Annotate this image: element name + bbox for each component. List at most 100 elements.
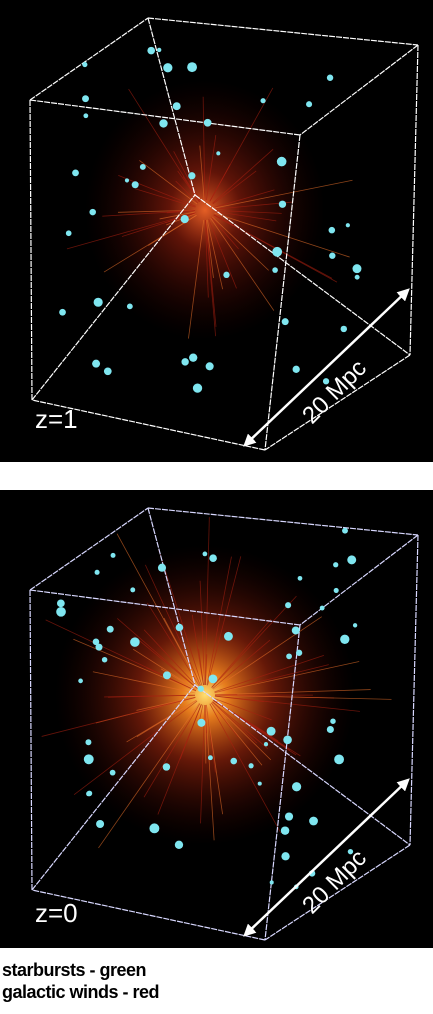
starburst: [330, 719, 335, 724]
starburst: [353, 623, 357, 627]
starburst: [272, 247, 282, 257]
starburst: [197, 719, 205, 727]
starburst: [320, 606, 325, 611]
starburst: [264, 742, 268, 746]
starburst: [87, 791, 93, 797]
starburst: [329, 227, 336, 234]
starburst: [293, 366, 300, 373]
panel-label: z=1: [35, 404, 78, 434]
starburst: [298, 576, 303, 581]
starburst: [281, 852, 289, 860]
starburst: [127, 303, 133, 309]
starburst: [176, 624, 184, 632]
starburst: [95, 570, 100, 575]
starburst: [72, 169, 79, 176]
wind-glow: [85, 80, 325, 340]
starburst: [66, 230, 72, 236]
figure: starbursts - green galactic winds - red …: [0, 0, 433, 1014]
starburst: [296, 650, 302, 656]
starburst: [157, 48, 161, 52]
starburst: [334, 588, 339, 593]
starburst: [334, 754, 344, 764]
starburst: [104, 367, 112, 375]
starburst: [203, 552, 208, 557]
starburst: [110, 770, 116, 776]
starburst: [286, 653, 292, 659]
starburst: [285, 602, 291, 608]
starburst: [209, 554, 217, 562]
starburst: [292, 782, 301, 791]
starburst: [78, 679, 83, 684]
starburst: [230, 758, 237, 765]
starburst: [277, 157, 287, 167]
starburst: [329, 253, 335, 259]
starburst: [267, 727, 276, 736]
starburst: [130, 587, 135, 592]
starburst: [111, 553, 116, 558]
starburst: [327, 75, 333, 81]
starburst: [181, 215, 189, 223]
starburst: [355, 275, 360, 280]
starburst: [130, 637, 140, 647]
starburst: [341, 326, 347, 332]
panel-label: z=0: [35, 898, 78, 928]
starburst: [84, 754, 94, 764]
starburst: [292, 626, 300, 634]
starburst: [282, 318, 289, 325]
starburst: [352, 264, 361, 273]
starburst: [163, 63, 172, 72]
starburst: [209, 674, 218, 683]
starburst: [206, 362, 214, 370]
starburst: [188, 172, 195, 179]
starburst: [93, 639, 100, 646]
starburst: [175, 841, 183, 849]
starburst: [204, 119, 212, 127]
starburst: [340, 635, 349, 644]
starburst: [342, 528, 348, 534]
starburst: [94, 298, 103, 307]
page: starbursts - green galactic winds - red …: [0, 0, 433, 1014]
starburst: [96, 820, 104, 828]
starburst: [285, 812, 293, 820]
starburst: [82, 95, 89, 102]
starburst: [309, 817, 318, 826]
starburst: [163, 763, 170, 770]
starburst: [92, 360, 100, 368]
starburst: [173, 102, 181, 110]
starburst: [57, 599, 65, 607]
starburst: [132, 181, 139, 188]
starburst: [223, 272, 229, 278]
starburst: [272, 267, 278, 273]
starburst: [270, 880, 274, 884]
starburst: [85, 739, 91, 745]
starburst: [147, 47, 155, 55]
starburst: [260, 98, 265, 103]
starburst: [56, 607, 66, 617]
starburst: [198, 686, 204, 692]
starburst: [327, 726, 334, 733]
starburst: [347, 555, 356, 564]
starburst: [258, 782, 262, 786]
legend-entry: starbursts - green: [2, 960, 146, 980]
starburst: [59, 309, 66, 316]
starburst: [82, 62, 87, 67]
starburst: [208, 755, 213, 760]
starburst: [283, 735, 292, 744]
starburst: [187, 62, 197, 72]
starburst: [249, 763, 254, 768]
starburst: [140, 164, 146, 170]
starburst: [279, 201, 286, 208]
starburst: [158, 564, 166, 572]
legend-entry: galactic winds - red: [2, 982, 159, 1002]
starburst: [306, 101, 312, 107]
starburst: [149, 823, 159, 833]
starburst: [281, 826, 289, 834]
starburst: [333, 562, 338, 567]
starburst: [89, 209, 95, 215]
starburst: [224, 632, 233, 641]
starburst: [193, 383, 202, 392]
starburst: [102, 657, 108, 663]
starburst: [346, 223, 350, 227]
